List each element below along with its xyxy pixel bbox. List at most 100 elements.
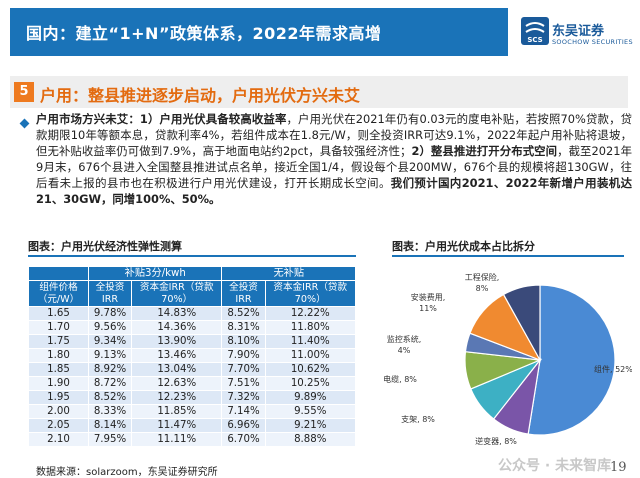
- table-header-no-subsidy: 无补贴: [221, 266, 356, 281]
- figure-left-rule: [28, 255, 356, 257]
- cell-capital-no-subsidy: 11.00%: [264, 348, 357, 363]
- cell-irr-subsidy: 9.13%: [87, 348, 133, 363]
- pie-slice-module: [527, 284, 616, 436]
- body-paragraph: 户用市场方兴未艾：1）户用光伏具备较高收益率，户用光伏在2021年仍有0.03元…: [36, 112, 632, 207]
- table-row: 1.65 9.78% 14.83% 8.52% 12.22%: [28, 306, 357, 321]
- cell-price: 2.00: [28, 404, 89, 419]
- table-row: 1.85 8.92% 13.04% 7.70% 10.62%: [28, 362, 357, 377]
- table-row: 2.10 7.95% 11.11% 6.70% 8.88%: [28, 432, 357, 447]
- para-point-1-lead: 户用市场方兴未艾：1）户用光伏具备较高收益率: [36, 112, 287, 126]
- cell-capital-no-subsidy: 9.55%: [264, 404, 357, 419]
- pie-slice-insurance: [502, 284, 541, 363]
- cell-price: 2.05: [28, 418, 89, 433]
- cell-price: 1.80: [28, 348, 89, 363]
- cell-capital-subsidy: 11.47%: [131, 418, 223, 433]
- figure-right-rule: [392, 255, 624, 257]
- cell-irr-no-subsidy: 6.96%: [221, 418, 266, 433]
- cell-capital-subsidy: 11.11%: [131, 432, 223, 447]
- cell-capital-subsidy: 12.23%: [131, 390, 223, 405]
- para-point-2-lead: 2）整县推进打开分布式空间: [411, 143, 558, 158]
- cell-capital-subsidy: 13.46%: [131, 348, 223, 363]
- para-point-2-body: ，截至2021年9月末，676个县进入全国整县推进试点名单，接近全国1/4，假设…: [36, 143, 632, 190]
- pie-label-module: 组件, 52%: [594, 364, 632, 374]
- company-logo: SCS 东吴证券 SOOCHOW SECURITIES: [520, 14, 633, 54]
- bullet-diamond-icon: [19, 118, 30, 129]
- watermark: 公众号 · 未来智库: [498, 458, 612, 474]
- cell-capital-no-subsidy: 9.89%: [264, 390, 357, 405]
- cell-irr-no-subsidy: 8.31%: [221, 320, 266, 335]
- cell-irr-subsidy: 8.14%: [87, 418, 133, 433]
- cell-irr-no-subsidy: 8.52%: [221, 306, 266, 321]
- table-body: 1.65 9.78% 14.83% 8.52% 12.22% 1.70 9.56% 14.36…: [28, 306, 357, 447]
- cell-price: 1.85: [28, 362, 89, 377]
- page-title: 国内：建立“1+N”政策体系，2022年需求高增: [26, 24, 382, 43]
- cell-capital-no-subsidy: 8.88%: [264, 432, 357, 447]
- cell-irr-subsidy: 9.56%: [87, 320, 133, 335]
- cell-capital-subsidy: 13.90%: [131, 334, 223, 349]
- table-row: 2.00 8.33% 11.85% 7.14% 9.55%: [28, 404, 357, 419]
- figure-left-title: 图表：户用光伏经济性弹性测算: [28, 240, 182, 253]
- table-header-irr-a: 全投资IRR: [87, 280, 133, 307]
- cell-irr-no-subsidy: 7.51%: [221, 376, 266, 391]
- table-row: 1.80 9.13% 13.46% 7.90% 11.00%: [28, 348, 357, 363]
- cell-irr-no-subsidy: 7.90%: [221, 348, 266, 363]
- cost-pie-chart: 组件, 52% 逆变器, 8% 支架, 8% 电缆, 8% 监控系统, 4% 安装费用, 11…: [384, 272, 632, 446]
- table-header-capital-a: 资本金IRR（贷款70%）: [131, 280, 223, 307]
- cell-capital-no-subsidy: 10.62%: [264, 362, 357, 377]
- cell-price: 2.10: [28, 432, 89, 447]
- cell-price: 1.95: [28, 390, 89, 405]
- pie-label-installation: 安装费用, 11%: [411, 292, 446, 313]
- page-number: 19: [610, 460, 627, 475]
- cell-irr-no-subsidy: 7.32%: [221, 390, 266, 405]
- table-header-irr-b: 全投资IRR: [221, 280, 266, 307]
- section-title: 户用：整县推进逐步启动，户用光伏方兴未艾: [40, 86, 361, 105]
- table-row: 2.05 8.14% 11.47% 6.96% 9.21%: [28, 418, 357, 433]
- table-row: 1.75 9.34% 13.90% 8.10% 11.40%: [28, 334, 357, 349]
- pie-label-bracket: 支架, 8%: [401, 414, 435, 424]
- cell-capital-subsidy: 12.63%: [131, 376, 223, 391]
- table-row: 1.95 8.52% 12.23% 7.32% 9.89%: [28, 390, 357, 405]
- data-source: 数据来源：solarzoom，东吴证券研究所: [36, 467, 218, 478]
- cell-irr-subsidy: 8.52%: [87, 390, 133, 405]
- pie-label-cable: 电缆, 8%: [384, 374, 417, 384]
- logo-name-cn: 东吴证券: [552, 24, 605, 39]
- pie-label-insurance: 工程保险, 8%: [465, 272, 500, 293]
- table-header-price: 组件价格（元/W）: [28, 280, 89, 307]
- cell-capital-no-subsidy: 12.22%: [264, 306, 357, 321]
- cell-price: 1.70: [28, 320, 89, 335]
- cell-irr-no-subsidy: 7.14%: [221, 404, 266, 419]
- table-header-subsidy: 补贴3分/kwh: [87, 266, 223, 281]
- cell-irr-no-subsidy: 6.70%: [221, 432, 266, 447]
- scs-logo-icon: SCS: [521, 17, 549, 45]
- figure-right-title: 图表：户用光伏成本占比拆分: [392, 240, 535, 253]
- cell-irr-no-subsidy: 8.10%: [221, 334, 266, 349]
- cell-capital-no-subsidy: 11.80%: [264, 320, 357, 335]
- section-number: 5: [14, 82, 34, 102]
- pie-label-inverter: 逆变器, 8%: [475, 436, 517, 446]
- cell-capital-no-subsidy: 10.25%: [264, 376, 357, 391]
- table-header-capital-b: 资本金IRR（贷款70%）: [264, 280, 357, 307]
- irr-table: 补贴3分/kwh 无补贴 组件价格（元/W） 全投资IRR 资本金IRR（贷款7…: [28, 266, 357, 447]
- cell-irr-subsidy: 8.92%: [87, 362, 133, 377]
- cell-irr-subsidy: 8.33%: [87, 404, 133, 419]
- table-row: 1.70 9.56% 14.36% 8.31% 11.80%: [28, 320, 357, 335]
- header-bar: [10, 8, 508, 56]
- cell-capital-no-subsidy: 9.21%: [264, 418, 357, 433]
- cell-price: 1.75: [28, 334, 89, 349]
- table-row: 1.90 8.72% 12.63% 7.51% 10.25%: [28, 376, 357, 391]
- section-heading-bar: [10, 76, 628, 108]
- cell-irr-no-subsidy: 7.70%: [221, 362, 266, 377]
- cell-capital-subsidy: 14.83%: [131, 306, 223, 321]
- pie-label-monitoring: 监控系统, 4%: [387, 334, 422, 355]
- cell-price: 1.90: [28, 376, 89, 391]
- table-header-corner: [28, 266, 89, 281]
- cell-capital-no-subsidy: 11.40%: [264, 334, 357, 349]
- logo-mark-text: SCS: [527, 36, 542, 44]
- cell-irr-subsidy: 7.95%: [87, 432, 133, 447]
- cell-capital-subsidy: 13.04%: [131, 362, 223, 377]
- cell-price: 1.65: [28, 306, 89, 321]
- cell-irr-subsidy: 9.78%: [87, 306, 133, 321]
- cell-irr-subsidy: 8.72%: [87, 376, 133, 391]
- logo-name-en: SOOCHOW SECURITIES: [552, 38, 633, 46]
- cell-irr-subsidy: 9.34%: [87, 334, 133, 349]
